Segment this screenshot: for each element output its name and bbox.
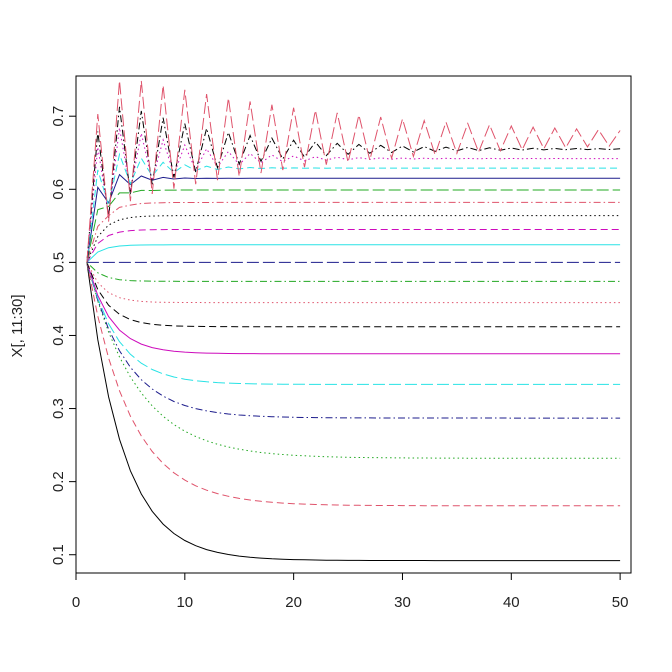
series-line-4 (86, 262, 621, 419)
y-tick-label: 0.7 (50, 106, 67, 127)
series-line-6 (86, 262, 621, 355)
y-tick-label: 0.4 (50, 325, 67, 346)
series-line-3 (86, 262, 621, 459)
y-axis-title: X[, 11:30] (9, 294, 26, 357)
y-tick-label: 0.2 (50, 471, 67, 492)
series-line-5 (86, 262, 621, 385)
series-line-19 (86, 106, 621, 263)
y-tick-label: 0.1 (50, 544, 67, 565)
x-axis: 0 10 20 30 40 50 (72, 572, 629, 611)
x-tick-label: 0 (72, 594, 80, 611)
x-tick-label: 30 (394, 594, 411, 611)
y-tick-label: 0.6 (50, 179, 67, 200)
series-line-8 (86, 262, 621, 304)
series-line-16 (86, 173, 621, 263)
series-line-14 (86, 201, 621, 263)
series-line-20 (86, 80, 621, 263)
series-line-9 (86, 262, 621, 282)
x-tick-label: 10 (176, 594, 193, 611)
series-layer (86, 80, 621, 562)
y-axis: 0.1 0.2 0.3 0.4 0.5 0.6 0.7 (50, 106, 77, 565)
series-line-15 (86, 189, 621, 263)
series-line-18 (86, 127, 621, 263)
x-tick-label: 20 (285, 594, 302, 611)
series-line-1 (86, 262, 621, 562)
series-line-7 (86, 262, 621, 328)
y-tick-label: 0.3 (50, 398, 67, 419)
series-line-2 (86, 262, 621, 507)
y-tick-label: 0.5 (50, 252, 67, 273)
series-line-12 (86, 229, 621, 263)
x-tick-label: 40 (503, 594, 520, 611)
series-line-13 (86, 215, 621, 263)
series-line-17 (86, 152, 621, 263)
x-tick-label: 50 (612, 594, 629, 611)
series-line-11 (86, 244, 621, 263)
